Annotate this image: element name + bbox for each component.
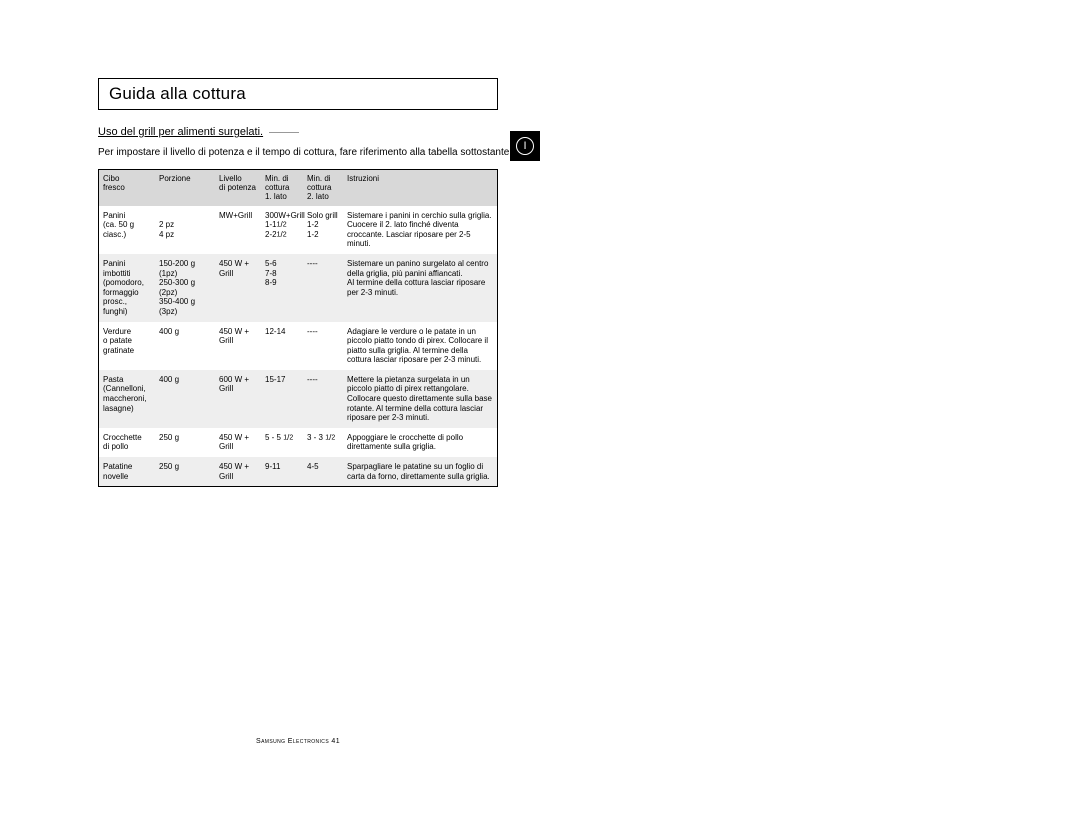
section-subtitle: Uso del grill per alimenti surgelati. <box>98 126 263 138</box>
td-instructions: Mettere la pietanza surgelata in un picc… <box>343 370 497 428</box>
td-portion: 150-200 g (1pz)250-300 g (2pz)350-400 g … <box>155 254 215 322</box>
th-time1: Min. di cottura 1. lato <box>261 170 303 206</box>
td-food: Paniniimbottiti(pomodoro,formaggioprosc.… <box>99 254 155 322</box>
td-food: Verdureo patategratinate <box>99 322 155 370</box>
th-portion: Porzione <box>155 170 215 206</box>
td-time2: ---- <box>303 254 343 322</box>
th-instructions: Istruzioni <box>343 170 497 206</box>
td-power: MW+Grill <box>215 206 261 254</box>
td-power: 600 W +Grill <box>215 370 261 428</box>
td-time1: 5-67-88-9 <box>261 254 303 322</box>
subtitle-rule <box>269 132 299 133</box>
td-portion: 250 g <box>155 428 215 457</box>
td-food: Patatinenovelle <box>99 457 155 486</box>
td-power: 450 W +Grill <box>215 322 261 370</box>
td-portion: 400 g <box>155 370 215 428</box>
td-time1: 300W+Grill1-11/22-21/2 <box>261 206 303 254</box>
td-food: Crocchettedi pollo <box>99 428 155 457</box>
td-instructions: Sistemare i panini in cerchio sulla grig… <box>343 206 497 254</box>
td-food: Pasta(Cannelloni,maccheroni,lasagne) <box>99 370 155 428</box>
td-food: Panini(ca. 50 g ciasc.) <box>99 206 155 254</box>
th-power: Livello di potenza <box>215 170 261 206</box>
td-time1: 9-11 <box>261 457 303 486</box>
td-time1: 15-17 <box>261 370 303 428</box>
table-row: Crocchettedi pollo250 g450 W +Grill5 - 5… <box>99 428 497 457</box>
table-row: Patatinenovelle250 g450 W +Grill9-114-5S… <box>99 457 497 486</box>
td-time2: 4-5 <box>303 457 343 486</box>
td-instructions: Sparpagliare le patatine su un foglio di… <box>343 457 497 486</box>
td-time2: ---- <box>303 322 343 370</box>
table-row: Verdureo patategratinate400 g450 W +Gril… <box>99 322 497 370</box>
table-row: Paniniimbottiti(pomodoro,formaggioprosc.… <box>99 254 497 322</box>
td-time2: ---- <box>303 370 343 428</box>
td-portion: 250 g <box>155 457 215 486</box>
td-instructions: Appoggiare le crocchette di pollo dirett… <box>343 428 497 457</box>
td-power: 450 W +Grill <box>215 457 261 486</box>
language-badge-letter: I <box>516 137 534 155</box>
table-row: Panini(ca. 50 g ciasc.)2 pz4 pzMW+Grill3… <box>99 206 497 254</box>
th-time2: Min. di cottura 2. lato <box>303 170 343 206</box>
th-food: Cibo fresco <box>99 170 155 206</box>
td-time2: Solo grill1-21-2 <box>303 206 343 254</box>
page-footer: Samsung Electronics 41 <box>98 738 498 745</box>
td-power: 450 W +Grill <box>215 428 261 457</box>
td-time1: 12-14 <box>261 322 303 370</box>
cooking-table: Cibo fresco Porzione Livello di potenza … <box>98 169 498 487</box>
td-time1: 5 - 5 1/2 <box>261 428 303 457</box>
page-title: Guida alla cottura <box>98 78 498 110</box>
td-portion: 2 pz4 pz <box>155 206 215 254</box>
td-power: 450 W +Grill <box>215 254 261 322</box>
td-portion: 400 g <box>155 322 215 370</box>
td-instructions: Adagiare le verdure o le patate in un pi… <box>343 322 497 370</box>
table-row: Pasta(Cannelloni,maccheroni,lasagne)400 … <box>99 370 497 428</box>
table-header: Cibo fresco Porzione Livello di potenza … <box>99 170 497 206</box>
td-instructions: Sistemare un panino surgelato al centro … <box>343 254 497 322</box>
language-badge: I <box>510 131 540 161</box>
td-time2: 3 - 3 1/2 <box>303 428 343 457</box>
